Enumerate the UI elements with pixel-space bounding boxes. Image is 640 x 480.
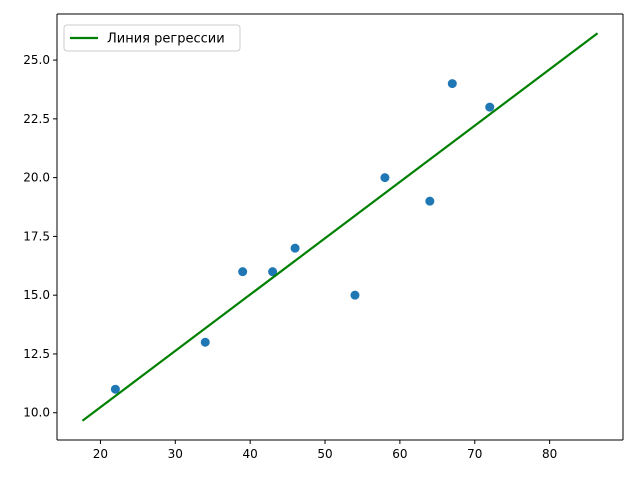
y-tick-label: 12.5	[23, 347, 50, 361]
axes: 20 30 40 50 60 70 80 10.0 12.5 15.0 17.5 20.0 22.5 25…	[23, 13, 624, 461]
y-tick-label: 20.0	[23, 171, 50, 185]
scatter-point	[350, 290, 360, 300]
scatter-point	[485, 102, 495, 112]
legend-box	[63, 24, 241, 52]
scatter-point	[268, 267, 278, 277]
y-tick-label: 17.5	[23, 229, 50, 243]
x-tick-label: 50	[317, 447, 332, 461]
y-tick-label: 25.0	[23, 53, 50, 67]
scatter-point	[447, 79, 457, 89]
y-tick-label: 15.0	[23, 288, 50, 302]
regression-line	[81, 32, 599, 422]
scatter-point	[380, 173, 390, 183]
plot-area	[81, 32, 599, 422]
scatter-point	[200, 337, 210, 347]
legend: Линия регрессии	[63, 24, 241, 52]
scatter-point	[425, 196, 435, 206]
y-tick-label: 10.0	[23, 406, 50, 420]
scatter-point	[110, 384, 120, 394]
x-tick-label: 30	[168, 447, 183, 461]
x-tick-label: 20	[93, 447, 108, 461]
y-tick-label: 22.5	[23, 112, 50, 126]
x-tick-label: 70	[467, 447, 482, 461]
legend-label: Линия регрессии	[107, 32, 225, 47]
x-tick-label: 80	[542, 447, 557, 461]
x-tick-label: 60	[392, 447, 407, 461]
x-tick-label: 40	[243, 447, 258, 461]
scatter-point	[238, 267, 248, 277]
scatter-point	[290, 243, 300, 253]
